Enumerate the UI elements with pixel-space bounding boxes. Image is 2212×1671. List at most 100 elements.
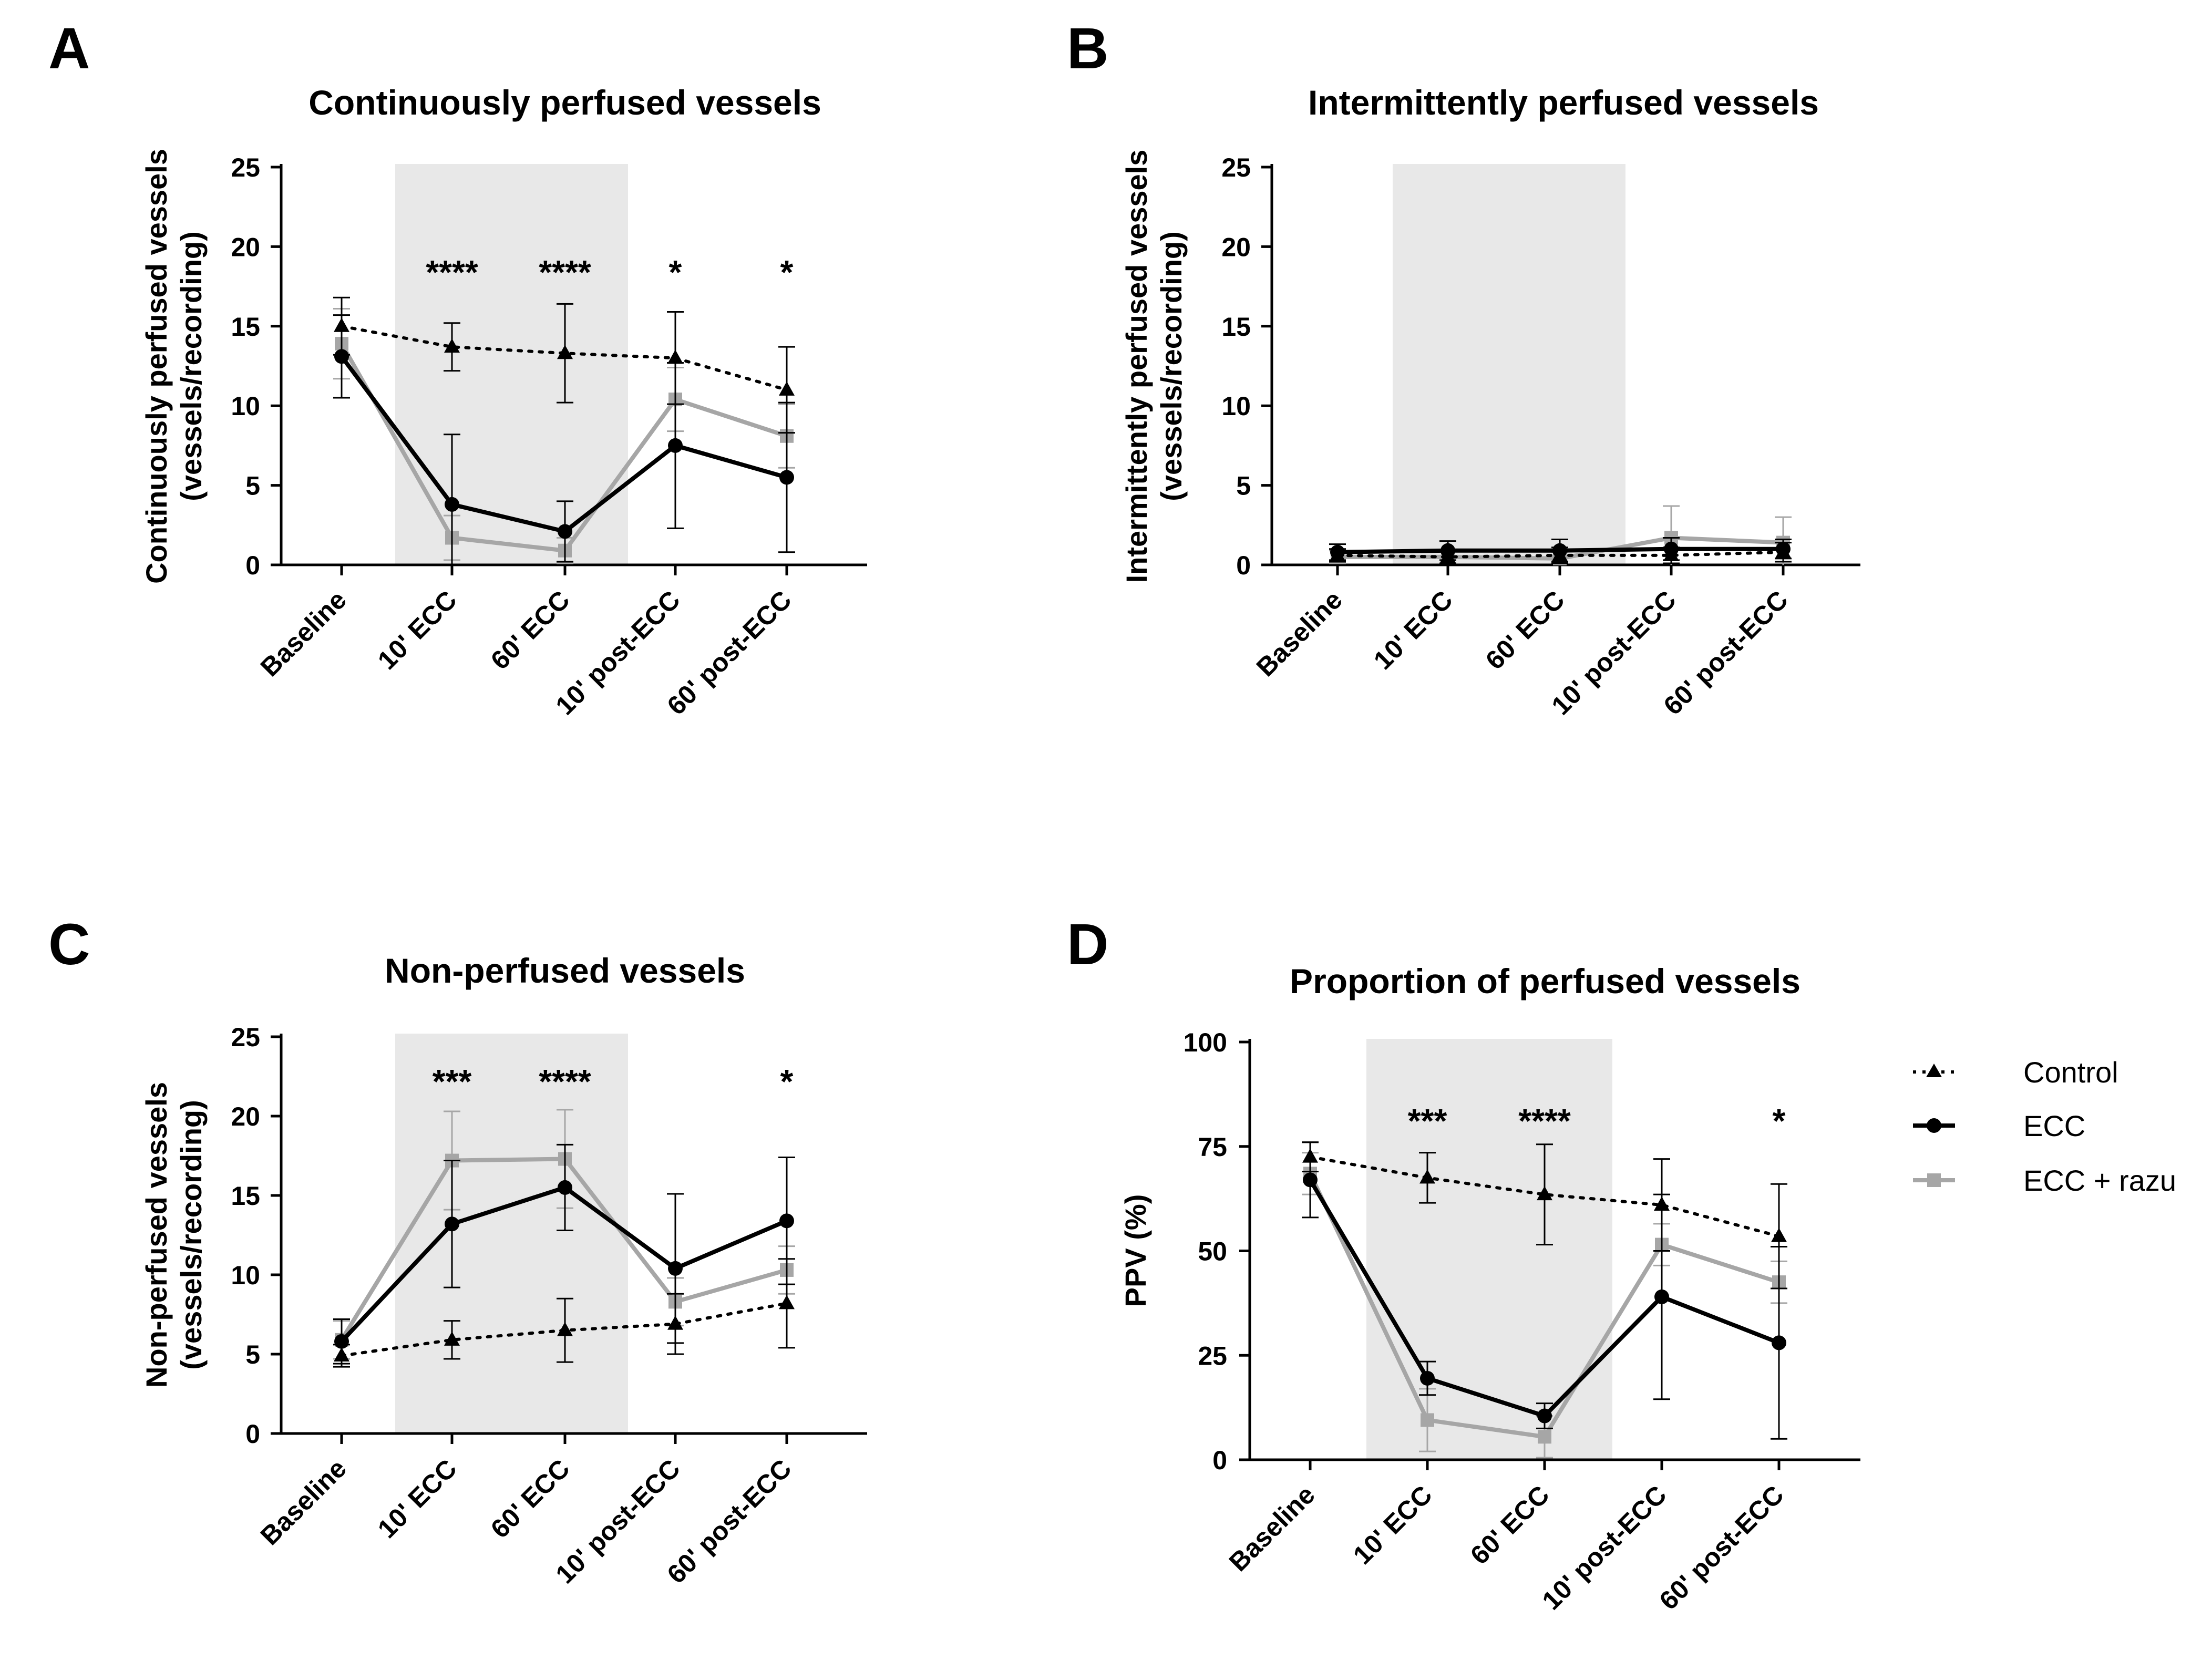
panel-d-point-ecc — [1537, 1408, 1552, 1424]
panel-d-significance-marker: **** — [1518, 1102, 1571, 1140]
panel-a-x-tick-label: 60' ECC — [485, 585, 575, 675]
panel-a-significance-marker: **** — [539, 253, 591, 291]
panel-d-point-razu — [1421, 1413, 1434, 1427]
panel-a-point-control — [779, 381, 795, 396]
panel-a-y-axis-label-line: Continuously perfused vessels — [140, 149, 173, 584]
panel-d-letter: D — [1067, 912, 1108, 977]
panel-c-y-axis-label-line: (vessels/recording) — [174, 1100, 208, 1370]
panel-d-point-control — [1537, 1186, 1552, 1201]
panel-c-point-control — [557, 1322, 573, 1336]
legend-marker-ecc — [1927, 1118, 1941, 1133]
panel-b-point-ecc — [1664, 541, 1679, 556]
panel-a-x-tick-label: 10' ECC — [372, 585, 462, 675]
panel-c-y-tick-label: 10 — [231, 1261, 260, 1290]
panel-d-series-ecc — [1302, 1141, 1787, 1440]
panel-a: A Continuously perfused vessels Continuous… — [48, 16, 867, 720]
panel-c-significance-marker: **** — [539, 1063, 591, 1100]
panel-b-point-ecc — [1776, 541, 1791, 556]
panel-d-point-control — [1771, 1228, 1787, 1242]
panel-a-series-ecc — [333, 314, 795, 565]
panel-a-point-ecc — [779, 470, 794, 485]
legend-marker-razu — [1927, 1173, 1941, 1187]
panel-a-y-tick-label: 25 — [231, 153, 260, 182]
panel-c-point-control — [444, 1331, 460, 1346]
panel-d-point-razu — [1538, 1430, 1551, 1444]
panel-b-point-ecc — [1330, 544, 1345, 560]
panel-a-point-ecc — [445, 497, 459, 512]
panel-d-y-tick-label: 25 — [1198, 1341, 1227, 1370]
panel-c-title: Non-perfused vessels — [385, 951, 745, 990]
panel-c-series-ecc — [333, 1143, 795, 1365]
panel-c-y-tick-label: 20 — [231, 1102, 260, 1131]
panel-b-x-tick-label: Baseline — [1251, 585, 1348, 682]
panel-a-point-ecc — [334, 349, 349, 364]
panel-a-y-tick-label: 20 — [231, 232, 260, 262]
panel-c-point-ecc — [445, 1216, 459, 1232]
panel-c-y-axis-label: Non-perfused vessels(vessels/recording) — [140, 1082, 208, 1388]
panel-c-point-ecc — [668, 1261, 683, 1276]
panel-c-point-control — [779, 1295, 795, 1309]
panel-a-point-control — [444, 338, 460, 353]
panel-a-point-ecc — [668, 438, 683, 453]
panel-d-point-ecc — [1654, 1289, 1669, 1304]
panel-c-letter: C — [48, 912, 90, 977]
panel-a-significance-marker: * — [669, 253, 682, 291]
panel-d-x-tick-label: Baseline — [1223, 1480, 1321, 1577]
panel-c-y-tick-label: 0 — [245, 1419, 260, 1449]
panel-d-point-control — [1419, 1169, 1435, 1184]
legend-item-control: Control — [1913, 1056, 2118, 1089]
panel-c-point-ecc — [558, 1180, 572, 1195]
panel-d-significance-marker: *** — [1408, 1102, 1447, 1140]
legend-label-ecc: ECC — [2023, 1109, 2085, 1142]
legend-marker-control — [1926, 1064, 1942, 1077]
panel-d-x-tick-label: 60' post-ECC — [1654, 1480, 1789, 1615]
panel-b-y-axis-label-line: (vessels/recording) — [1155, 231, 1188, 501]
legend: Control ECC ECC + razu — [1913, 1056, 2176, 1197]
panel-d-x-tick-label: 10' ECC — [1347, 1480, 1438, 1570]
panel-a-point-control — [667, 349, 683, 364]
panel-c-y-tick-label: 15 — [231, 1181, 260, 1211]
panel-d-point-ecc — [1420, 1370, 1435, 1386]
panel-d: D Proportion of perfused vessels PPV (%) 0 2… — [1067, 912, 1860, 1615]
panel-b-letter: B — [1067, 16, 1108, 81]
panel-d-y-tick-label: 50 — [1198, 1237, 1227, 1266]
panel-c-point-ecc — [334, 1334, 349, 1349]
panel-b: B Intermittently perfused vesselsIntermit… — [1067, 16, 1860, 720]
panel-d-y-tick-label: 100 — [1184, 1028, 1227, 1057]
panel-b-y-axis-label: Intermittently perfused vessels(vessels/… — [1120, 150, 1188, 583]
panel-a-point-ecc — [558, 524, 572, 539]
panel-a-y-tick-label: 10 — [231, 391, 260, 421]
panel-c-x-tick-label: 10' ECC — [372, 1453, 462, 1544]
panel-c-x-tick-label: Baseline — [255, 1453, 352, 1551]
panel-d-title: Proportion of perfused vessels — [1290, 962, 1801, 1000]
panel-a-significance-marker: **** — [426, 253, 478, 291]
panel-d-x-tick-label: 10' post-ECC — [1537, 1480, 1672, 1615]
panel-b-y-axis-label-line: Intermittently perfused vessels — [1120, 150, 1153, 583]
legend-item-ecc: ECC — [1913, 1109, 2085, 1142]
panel-d-y-axis-label: PPV (%) — [1119, 1194, 1152, 1307]
panel-c-x-tick-label: 60' ECC — [485, 1453, 575, 1544]
panel-b-y-tick-label: 10 — [1221, 391, 1251, 421]
panel-d-y-axis-label-line: PPV (%) — [1119, 1194, 1152, 1307]
panel-a-letter: A — [48, 16, 90, 81]
panel-c: C Non-perfused vessels Non-perfused vessel… — [48, 912, 867, 1589]
panel-b-point-ecc — [1441, 543, 1455, 558]
panel-c-point-ecc — [779, 1213, 794, 1229]
panel-b-ecc-shading — [1393, 164, 1625, 565]
panel-b-y-tick-label: 25 — [1221, 153, 1251, 182]
panel-d-y-tick-label: 0 — [1212, 1446, 1227, 1475]
panel-a-title: Continuously perfused vessels — [308, 83, 821, 122]
panel-d-significance-marker: * — [1773, 1102, 1786, 1140]
panel-d-y-tick-label: 75 — [1198, 1132, 1227, 1162]
panel-a-significance-marker: * — [780, 253, 794, 291]
panel-b-point-ecc — [1552, 543, 1567, 558]
panel-b-y-tick-label: 5 — [1236, 471, 1251, 501]
panel-d-point-ecc — [1772, 1335, 1786, 1350]
panel-a-x-tick-label: Baseline — [255, 585, 352, 682]
panel-c-significance-marker: *** — [433, 1063, 472, 1100]
legend-label-razu: ECC + razu — [2023, 1164, 2176, 1197]
panel-b-y-tick-label: 0 — [1236, 551, 1251, 580]
panel-a-y-tick-label: 15 — [231, 312, 260, 342]
panel-b-y-tick-label: 15 — [1221, 312, 1251, 342]
